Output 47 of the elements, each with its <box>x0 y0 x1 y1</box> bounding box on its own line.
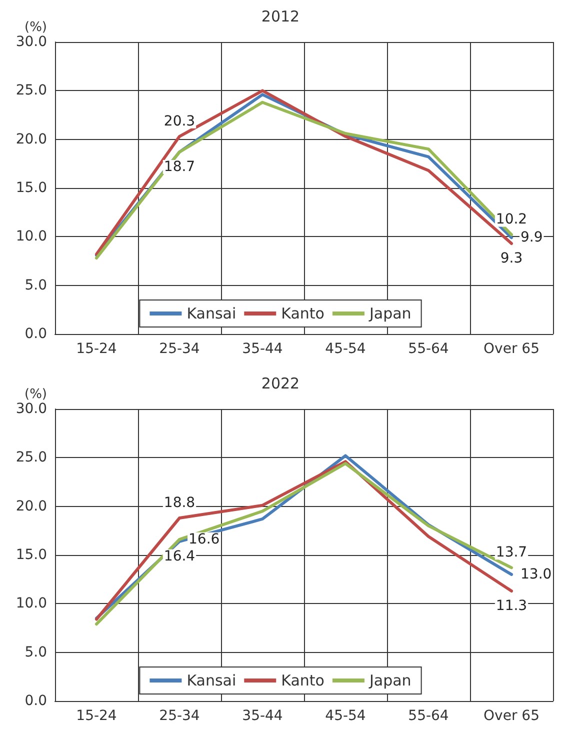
chart-title: 2022 <box>261 374 300 392</box>
x-tick-label: Over 65 <box>484 341 540 357</box>
legend-label: Japan <box>368 672 412 690</box>
y-tick-label: 5.0 <box>24 644 47 660</box>
data-label: 13.7 <box>496 544 528 561</box>
x-tick-label: 25-34 <box>159 708 200 724</box>
y-axis-title: (%) <box>24 20 47 35</box>
data-label: 16.4 <box>164 548 196 564</box>
y-tick-label: 30.0 <box>16 34 47 50</box>
x-tick-label: 35-44 <box>242 708 283 724</box>
x-tick-label: 55-64 <box>408 341 449 357</box>
data-label: 16.6 <box>188 531 220 548</box>
y-tick-label: 20.0 <box>16 498 47 514</box>
y-tick-label: 5.0 <box>24 277 47 294</box>
x-tick-label: 45-54 <box>325 708 366 724</box>
x-tick-label: 15-24 <box>76 708 117 724</box>
y-tick-label: 15.0 <box>16 180 47 196</box>
data-label: 9.9 <box>520 230 543 246</box>
y-tick-label: 25.0 <box>16 82 47 99</box>
y-tick-label: 10.0 <box>16 228 47 245</box>
y-tick-label: 15.0 <box>16 547 47 563</box>
data-label: 9.3 <box>500 250 523 266</box>
y-tick-label: 10.0 <box>16 596 47 612</box>
data-label: 10.2 <box>496 212 528 228</box>
x-tick-label: 15-24 <box>76 341 117 357</box>
y-tick-label: 20.0 <box>16 131 47 148</box>
data-label: 18.8 <box>164 495 196 512</box>
y-axis-title: (%) <box>24 387 47 402</box>
data-label: 18.7 <box>164 158 196 175</box>
x-tick-label: 45-54 <box>325 341 366 357</box>
data-label: 13.0 <box>520 566 552 582</box>
data-label: 11.3 <box>496 598 528 614</box>
data-label: 20.3 <box>164 113 196 130</box>
legend-label: Japan <box>368 304 412 322</box>
legend-label: Kanto <box>281 304 324 322</box>
x-tick-label: Over 65 <box>484 708 540 724</box>
y-tick-label: 30.0 <box>16 401 47 417</box>
x-tick-label: 35-44 <box>242 341 283 357</box>
x-tick-label: 55-64 <box>408 708 449 724</box>
legend-label: Kansai <box>186 304 236 322</box>
y-tick-label: 0.0 <box>24 326 47 342</box>
x-tick-label: 25-34 <box>159 341 200 357</box>
legend-label: Kanto <box>281 672 324 690</box>
legend-label: Kansai <box>186 672 236 690</box>
y-tick-label: 0.0 <box>24 693 47 709</box>
chart-title: 2012 <box>261 8 300 26</box>
y-tick-label: 25.0 <box>16 450 47 466</box>
